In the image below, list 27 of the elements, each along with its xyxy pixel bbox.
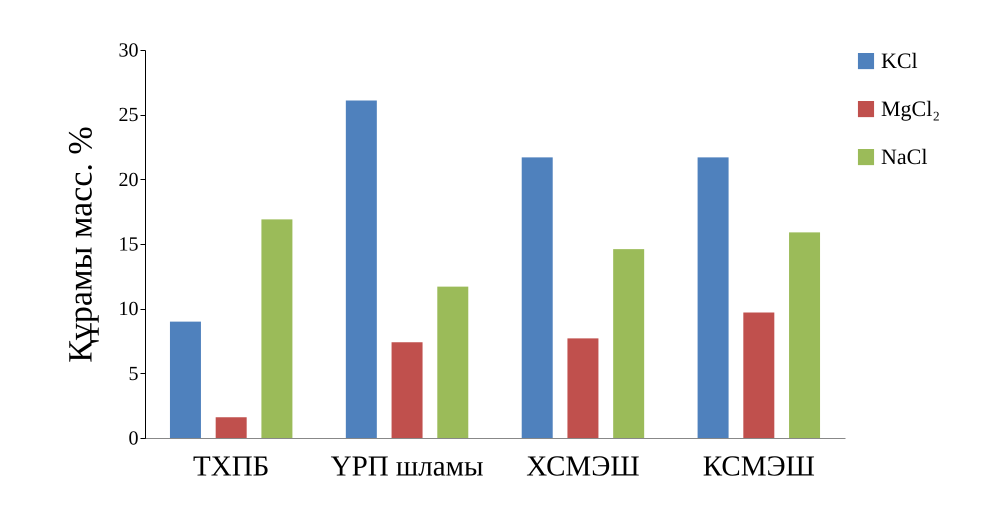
y-axis-title: Құрамы масс. % <box>62 126 100 363</box>
x-tick-label: ҮРП шламы <box>330 450 484 482</box>
y-tick-label: 0 <box>128 428 138 450</box>
x-tick-label: ТХПБ <box>193 450 270 482</box>
bar <box>261 219 292 438</box>
bar <box>437 286 468 438</box>
y-tick-label: 25 <box>118 104 138 126</box>
bar <box>613 249 644 438</box>
legend-label: KCl <box>881 48 918 73</box>
x-tick-label: ХСМЭШ <box>526 450 640 482</box>
x-tick-label: КСМЭШ <box>702 450 815 482</box>
bar <box>743 312 774 438</box>
bar <box>170 322 201 438</box>
y-tick-label: 15 <box>118 234 138 256</box>
y-tick-label: 5 <box>128 362 138 385</box>
y-tick-label: 10 <box>118 298 138 320</box>
legend-label: NaCl <box>881 144 928 169</box>
legend-label: MgCl₂ <box>881 96 940 121</box>
bar <box>216 417 247 438</box>
bar <box>698 157 729 438</box>
bar <box>392 342 423 438</box>
bar <box>522 157 553 438</box>
bar <box>567 338 598 438</box>
bar <box>789 232 820 438</box>
bar <box>346 100 377 438</box>
y-tick-label: 30 <box>118 40 138 62</box>
y-tick-label: 20 <box>118 168 138 191</box>
